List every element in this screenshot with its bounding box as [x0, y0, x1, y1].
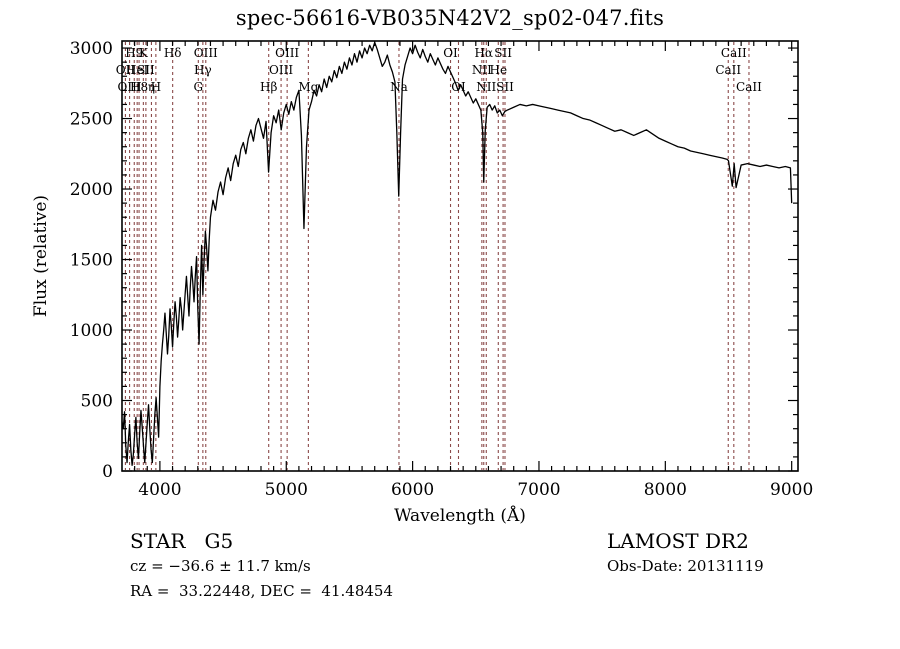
axis-ticks — [122, 41, 798, 472]
object-class-text: STAR G5 — [130, 529, 234, 553]
spectral-line-label: K — [139, 46, 149, 60]
x-tick-label: 7000 — [517, 480, 560, 500]
y-tick-label: 2500 — [70, 110, 113, 130]
spectral-line-label: CaII — [715, 63, 741, 77]
x-tick-label: 5000 — [265, 480, 308, 500]
spectral-line-label: SII — [494, 46, 512, 60]
y-axis-title: Flux (relative) — [31, 195, 51, 317]
spectral-line-label: H8 — [130, 80, 148, 94]
spectral-line-label: OII — [116, 63, 136, 77]
x-tick-label: 4000 — [138, 480, 181, 500]
spectral-line-label: Hα — [474, 46, 493, 60]
x-tick-label: 9000 — [770, 480, 813, 500]
y-tick-label: 1500 — [70, 251, 113, 271]
spectral-line-label: OIII — [275, 46, 299, 60]
spectral-line-label: G — [194, 80, 204, 94]
page-title: spec-56616-VB035N42V2_sp02-047.fits — [235, 6, 665, 30]
spectrum-trace — [121, 41, 793, 467]
spectral-line-label: Mg — [298, 80, 318, 94]
spectral-line-label: HeI — [126, 63, 149, 77]
survey-text: LAMOST DR2 — [607, 529, 749, 553]
obs-date-text: Obs-Date: 20131119 — [607, 557, 764, 575]
spectral-line-label: OI — [451, 80, 466, 94]
spectral-line-labels: OIIOIIIH9HeIH8KSIIηHHδHγGOIIIHβOIIIOIIIM… — [116, 46, 762, 94]
spectral-line-label: H9 — [125, 46, 143, 60]
spectral-line-label: Hγ — [194, 63, 212, 77]
y-tick-label: 500 — [81, 392, 113, 412]
tick-labels: 4000 5000 6000 7000 8000 9000 0 500 1000 1500 2000… — [70, 39, 814, 500]
footer-right-block: LAMOST DR2 Obs-Date: 20131119 — [607, 528, 764, 579]
spectral-line-label: Na — [390, 80, 408, 94]
y-tick-label: 2000 — [70, 180, 113, 200]
spectral-line-label: H — [151, 80, 161, 94]
spectral-line-label: CaII — [736, 80, 762, 94]
spectral-line-label: SII — [137, 63, 155, 77]
spectral-line-label: SII — [496, 80, 514, 94]
coordinates-text: RA = 33.22448, DEC = 41.48454 — [130, 582, 394, 600]
spectral-line-label: NII — [476, 80, 496, 94]
spectral-line-label: Hδ — [164, 46, 182, 60]
spectral-line-label: He — [489, 63, 507, 77]
spectrum-chart: OIIOIIIH9HeIH8KSIIηHHδHγGOIIIHβOIIIOIIIM… — [31, 39, 814, 526]
spectral-line-markers — [124, 42, 750, 470]
spectral-line-label: OIII — [194, 46, 218, 60]
cz-text: cz = −36.6 ± 11.7 km/s — [130, 557, 311, 575]
x-axis-title: Wavelength (Å) — [394, 505, 526, 526]
spectral-line-label: OI — [443, 46, 458, 60]
plot-frame — [121, 40, 799, 472]
footer-left-block: STAR G5 cz = −36.6 ± 11.7 km/s RA = 33.2… — [130, 528, 393, 604]
spectral-line-label: NII — [472, 63, 492, 77]
y-tick-label: 0 — [102, 462, 113, 482]
spectral-line-label: η — [148, 80, 155, 94]
x-tick-label: 8000 — [644, 480, 687, 500]
spectral-line-label: CaII — [721, 46, 747, 60]
y-tick-label: 1000 — [70, 321, 113, 341]
spectral-line-label: OIII — [269, 63, 293, 77]
spectral-line-label: Hβ — [260, 80, 277, 94]
x-tick-label: 6000 — [391, 480, 434, 500]
metadata-footer: STAR G5 cz = −36.6 ± 11.7 km/s RA = 33.2… — [0, 528, 900, 638]
y-tick-label: 3000 — [70, 39, 113, 59]
